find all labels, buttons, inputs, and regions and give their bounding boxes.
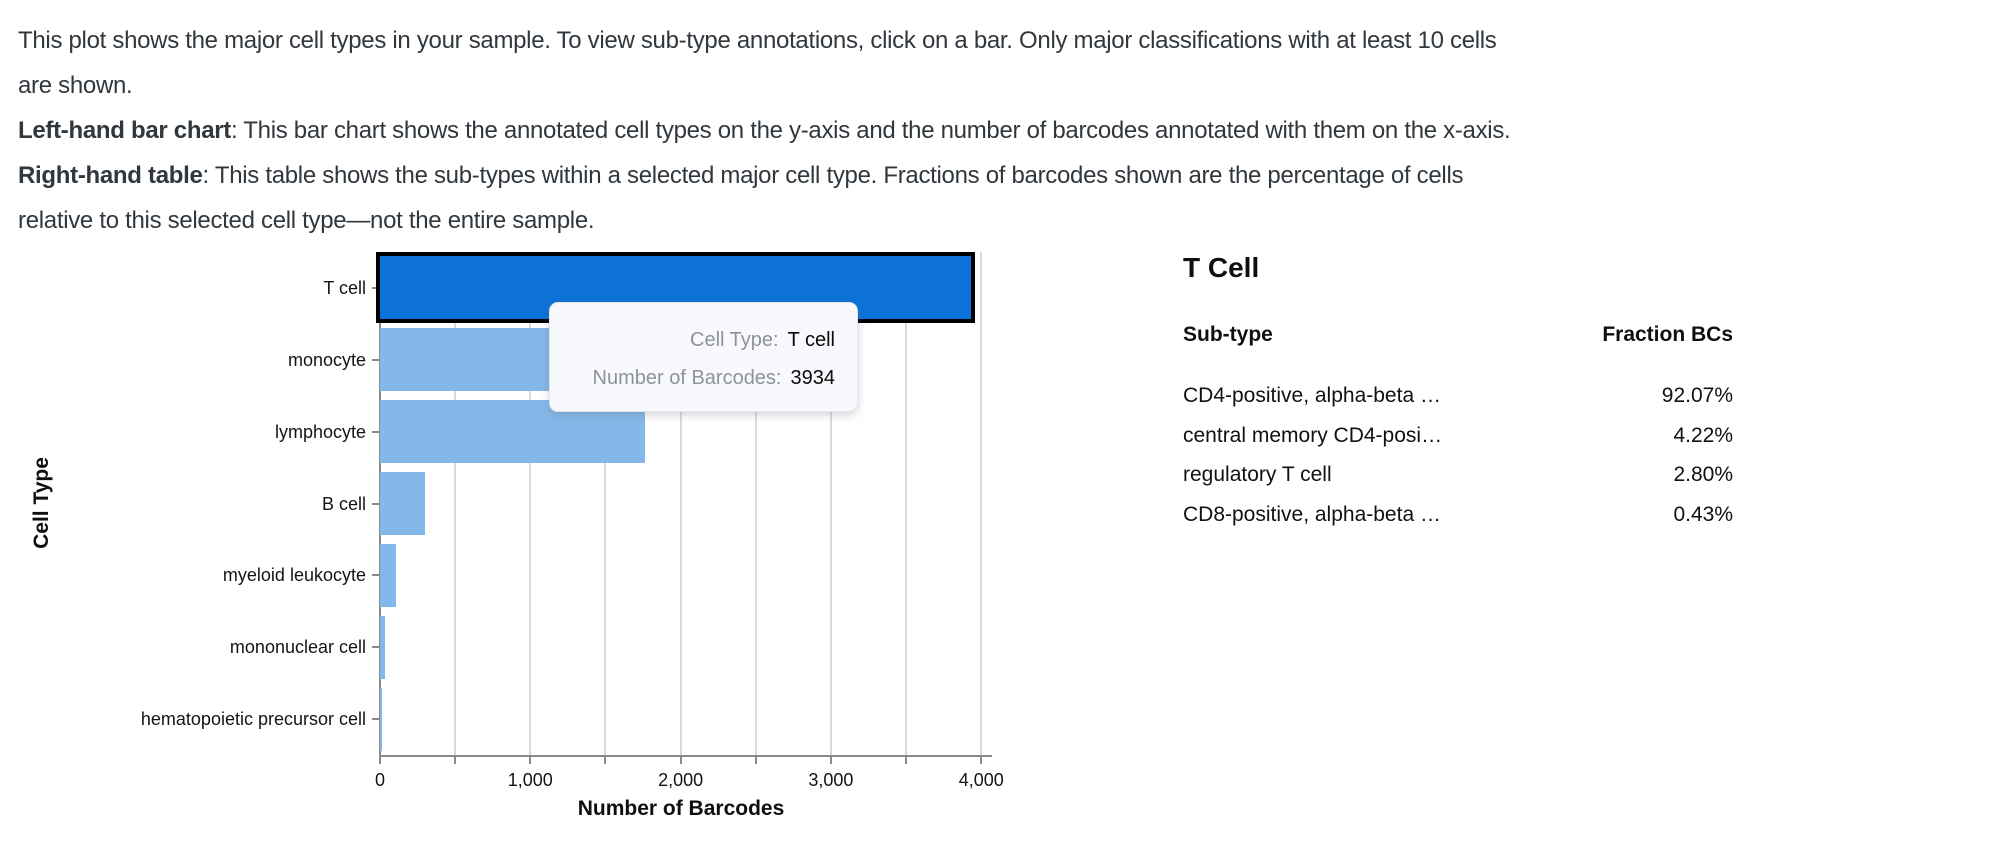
gridline: [829, 252, 832, 755]
gridline: [905, 252, 908, 755]
intro-line: Right-hand table: This table shows the s…: [18, 153, 1510, 198]
tooltip-value: T cell: [787, 329, 835, 351]
subtype-table-row: regulatory T cell 2.80%: [1183, 455, 1733, 495]
intro-line: are shown.: [18, 63, 1510, 108]
intro-line-text: : This bar chart shows the annotated cel…: [230, 117, 1511, 144]
subtype-table-header: Sub-type Fraction BCs: [1183, 323, 1733, 349]
x-axis-title: Number of Barcodes: [577, 797, 785, 820]
subtype-name: CD8-positive, alpha-beta …: [1183, 502, 1441, 526]
fraction-value: 4.22%: [1673, 423, 1733, 447]
x-axis-line: [379, 755, 992, 757]
intro-line-bold: Right-hand table: [18, 162, 203, 189]
y-tick-label: B cell: [321, 493, 366, 514]
subtype-table-body: CD4-positive, alpha-beta … 92.07% central …: [1183, 376, 1733, 534]
y-tick-label: lymphocyte: [274, 421, 366, 442]
x-axis-tick: [829, 757, 832, 764]
x-tick-label: 1,000: [507, 770, 553, 790]
bar-b-cell[interactable]: [380, 471, 426, 535]
tooltip-row: Number of Barcodes: 3934: [550, 363, 835, 393]
intro-line-bold: Left-hand bar chart: [18, 117, 231, 144]
x-axis-tick: [679, 757, 682, 764]
y-tick-label: myeloid leukocyte: [222, 565, 366, 586]
bar-tooltip: Cell Type: T cell Number of Barcodes: 3934: [549, 302, 858, 412]
y-tick-label: hematopoietic precursor cell: [140, 709, 366, 730]
x-axis-tick: [980, 757, 983, 764]
bar-hematopoietic-precursor-cell[interactable]: [380, 687, 382, 751]
subtype-name: CD4-positive, alpha-beta …: [1183, 384, 1441, 407]
x-axis-tick: [529, 757, 532, 764]
y-axis-title: Cell Type: [30, 457, 53, 549]
x-tick-label: 2,000: [658, 770, 704, 790]
x-axis-tick: [454, 757, 457, 764]
fraction-value: 92.07%: [1661, 384, 1733, 407]
gridline: [529, 252, 532, 755]
x-axis-tick: [379, 757, 381, 764]
subtype-name: regulatory T cell: [1183, 463, 1332, 486]
panel-title: T Cell: [1183, 252, 1260, 283]
x-tick-label: 3,000: [808, 770, 854, 790]
subtype-table-row: CD4-positive, alpha-beta … 92.07%: [1183, 376, 1733, 416]
gridline: [679, 252, 682, 755]
fraction-value: 2.80%: [1673, 463, 1733, 486]
y-axis-tick: [372, 718, 379, 721]
y-axis-tick: [372, 574, 379, 577]
fraction-column-header: Fraction BCs: [1602, 323, 1733, 346]
intro-line: Left-hand bar chart: This bar chart show…: [18, 108, 1511, 153]
x-axis-tick: [905, 757, 908, 764]
bar-myeloid-leukocyte[interactable]: [380, 543, 396, 607]
gridline: [604, 252, 607, 755]
tooltip-row: Cell Type: T cell: [550, 325, 835, 355]
y-axis-tick: [372, 502, 379, 505]
intro-line: relative to this selected cell type—not …: [18, 198, 1510, 243]
intro-line: This plot shows the major cell types in …: [18, 18, 1510, 63]
tooltip-label: Cell Type:: [690, 329, 779, 351]
gridline: [980, 252, 983, 755]
tooltip-label: Number of Barcodes:: [592, 367, 782, 389]
intro-line-text: : This table shows the sub-types within …: [202, 162, 1464, 189]
gridline: [454, 252, 457, 755]
intro-line-text: This plot shows the major cell types in …: [18, 27, 1497, 54]
y-axis-tick: [372, 646, 379, 649]
bar-mononuclear-cell[interactable]: [380, 615, 385, 679]
description-text: This plot shows the major cell types in …: [18, 18, 1511, 243]
x-axis-tick: [754, 757, 757, 764]
y-tick-label: monocyte: [287, 349, 366, 370]
subtype-column-header: Sub-type: [1183, 323, 1273, 346]
intro-line-text: are shown.: [18, 72, 133, 99]
x-tick-label: 4,000: [958, 770, 1004, 790]
y-axis-tick: [372, 286, 379, 289]
y-tick-label: T cell: [323, 277, 366, 298]
fraction-value: 0.43%: [1673, 502, 1733, 526]
y-axis-tick: [372, 358, 379, 361]
x-axis-tick: [604, 757, 607, 764]
subtype-name: central memory CD4-posi…: [1183, 423, 1443, 447]
y-axis-tick: [372, 430, 379, 433]
x-tick-label: 0: [374, 770, 385, 790]
subtype-table-row: central memory CD4-posi… 4.22%: [1183, 416, 1733, 456]
gridline: [754, 252, 757, 755]
intro-line-text: relative to this selected cell type—not …: [18, 207, 595, 234]
subtype-table-row: CD8-positive, alpha-beta … 0.43%: [1183, 495, 1733, 535]
tooltip-value: 3934: [790, 367, 836, 389]
y-tick-label: mononuclear cell: [229, 637, 366, 658]
